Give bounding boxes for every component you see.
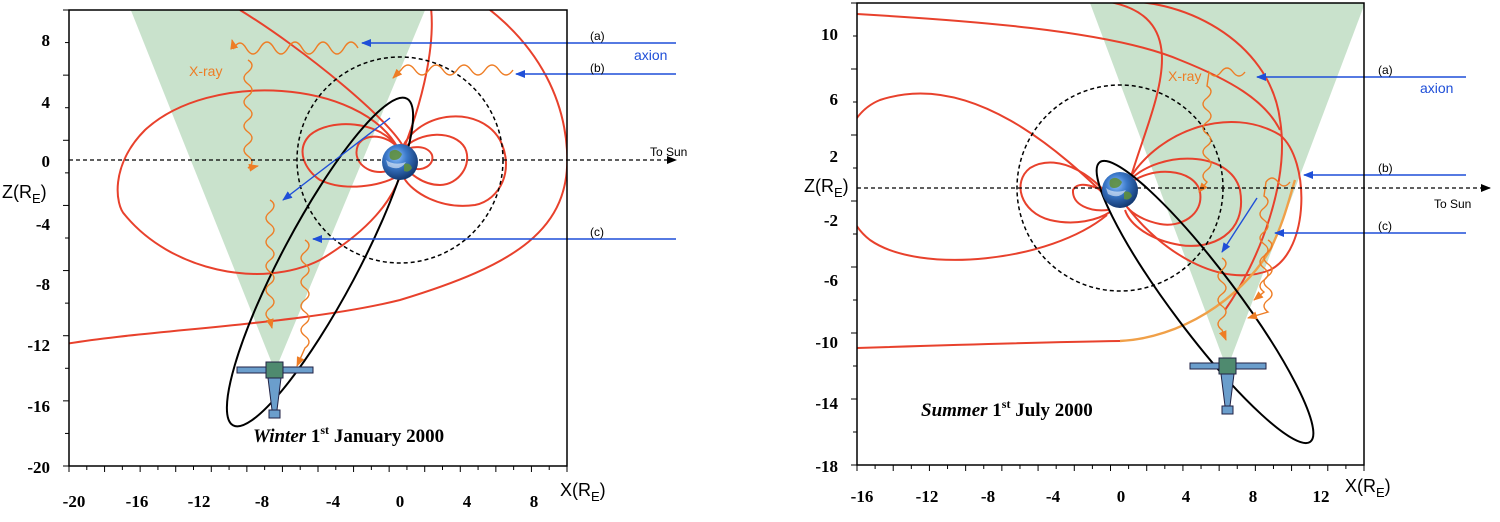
x-tick-label: 4	[1182, 487, 1191, 506]
axion-label: axion	[1420, 80, 1453, 96]
xray-label: X-ray	[1168, 68, 1201, 84]
x-tick-label: 4	[463, 492, 472, 511]
x-axis-label: X(RE)	[1345, 476, 1391, 500]
satellite-icon	[1189, 357, 1267, 415]
x-tick-label: -8	[981, 487, 995, 506]
axion-arrows	[1256, 73, 1466, 237]
to-sun-label: To Sun	[650, 145, 687, 159]
x-tick-labels: -16 -12 -8 -4 0 4 8 12	[851, 487, 1330, 506]
y-tick-label: -16	[27, 397, 50, 416]
magnetopause-segment	[1119, 179, 1297, 343]
satellite-icon	[236, 361, 314, 419]
fov-cone	[130, 10, 426, 371]
earth-icon	[382, 144, 418, 180]
x-tick-label: -16	[851, 487, 874, 506]
y-tick-label: 4	[42, 93, 51, 112]
y-tick-label: -2	[824, 211, 838, 230]
y-tick-labels: 10 6 2 -2 -6 -10 -14 -18	[815, 25, 838, 476]
label-c: (c)	[590, 225, 604, 239]
satellite-orbit	[225, 96, 415, 428]
y-tick-label: 0	[42, 152, 51, 171]
x-tick-label: 8	[1249, 487, 1258, 506]
y-tick-label: 10	[821, 25, 838, 44]
panel-caption: Summer 1st July 2000	[921, 397, 1093, 421]
panel-caption: Winter 1st January 2000	[253, 423, 444, 447]
x-tick-label: -16	[126, 492, 149, 511]
y-tick-label: 8	[42, 31, 51, 50]
label-c: (c)	[1378, 219, 1392, 233]
axis-ticks	[63, 9, 568, 472]
label-b: (b)	[1378, 161, 1393, 175]
xray-waves	[1198, 67, 1291, 341]
x-axis-label: X(RE)	[560, 480, 606, 504]
axion-arrows	[312, 39, 676, 243]
y-tick-label: -10	[815, 333, 838, 352]
y-tick-labels: 8 4 0 -4 -8 -12 -16 -20	[27, 31, 50, 477]
field-lines	[857, 3, 1303, 349]
y-axis-label: Z(RE)	[2, 182, 47, 206]
x-tick-label: -12	[916, 487, 939, 506]
y-tick-label: -8	[36, 275, 50, 294]
x-tick-label: -20	[63, 492, 86, 511]
to-sun-label: To Sun	[1434, 197, 1471, 211]
x-tick-label: 8	[530, 492, 539, 511]
x-tick-label: -8	[255, 492, 269, 511]
x-tick-label: -4	[326, 492, 341, 511]
fov-cone	[1090, 3, 1364, 369]
y-tick-label: -20	[27, 458, 50, 477]
summer-panel: 10 6 2 -2 -6 -10 -14 -18 -16 -12 -8 -4 0…	[804, 2, 1491, 506]
y-tick-label: -12	[27, 336, 50, 355]
y-tick-label: 6	[830, 90, 839, 109]
earth-icon	[1102, 172, 1138, 208]
x-tick-label: 12	[1313, 487, 1330, 506]
y-tick-label: -4	[36, 215, 51, 234]
label-a: (a)	[1378, 63, 1393, 77]
x-tick-labels: -20 -16 -12 -8 -4 0 4 8	[63, 492, 539, 511]
axis-ticks	[851, 2, 1365, 471]
y-tick-label: -6	[824, 271, 838, 290]
x-tick-label: 0	[1117, 487, 1126, 506]
winter-panel: 8 4 0 -4 -8 -12 -16 -20 -20 -16 -12 -8 -…	[2, 9, 687, 511]
xray-waves	[230, 39, 514, 367]
x-tick-label: 0	[396, 492, 405, 511]
label-b: (b)	[590, 61, 605, 75]
xray-label: X-ray	[189, 63, 222, 79]
x-tick-label: -4	[1046, 487, 1061, 506]
label-a: (a)	[590, 29, 605, 43]
satellite-orbit	[1095, 159, 1315, 445]
x-tick-label: -12	[188, 492, 211, 511]
y-tick-label: -14	[815, 394, 838, 413]
y-axis-label: Z(RE)	[804, 176, 849, 200]
axion-label: axion	[634, 47, 667, 63]
y-tick-label: 2	[830, 147, 839, 166]
y-tick-label: -18	[815, 457, 838, 476]
